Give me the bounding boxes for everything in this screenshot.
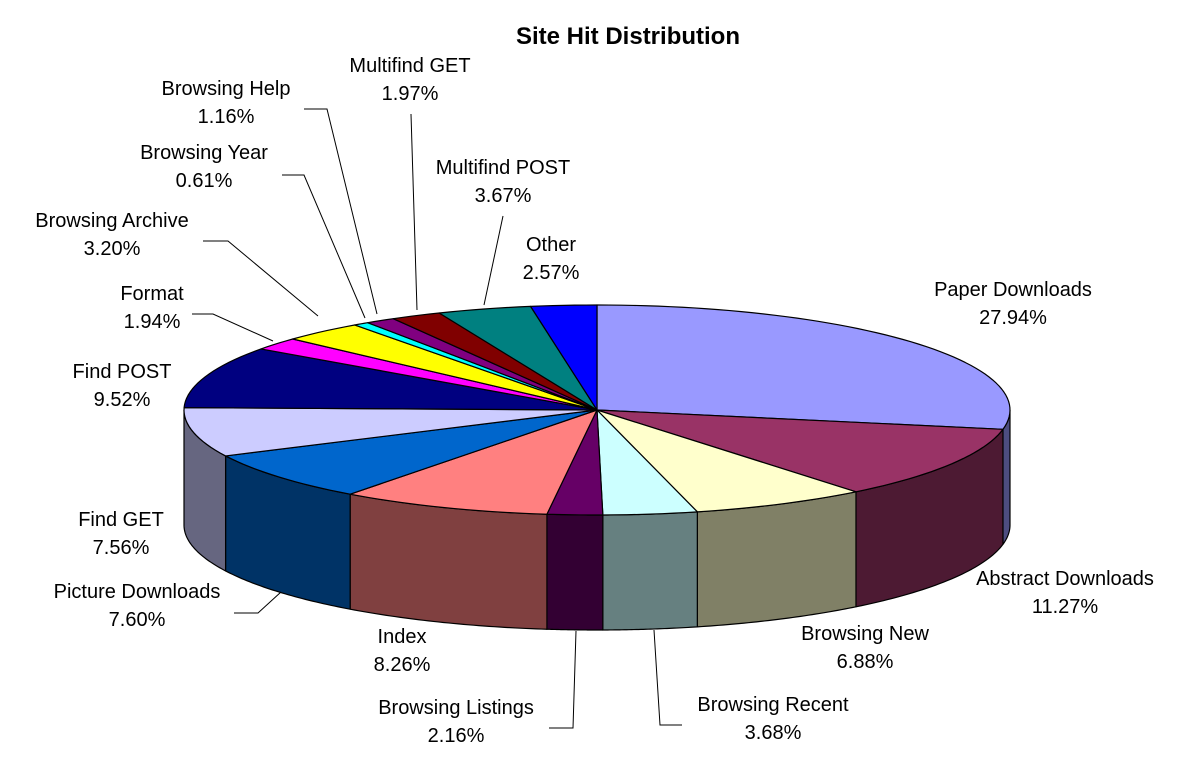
slice-label-browsing-year: Browsing Year 0.61% — [140, 142, 268, 192]
leader-browsing-archive — [203, 240, 319, 317]
leader-browsing-year — [282, 174, 366, 319]
slice-side-paper-downloads — [1002, 409, 1011, 545]
slice-find-get — [183, 407, 598, 457]
leader-format — [192, 313, 274, 342]
slice-picture-downloads — [224, 409, 598, 495]
slice-label-picture-downloads: Picture Downloads 7.60% — [54, 581, 221, 631]
slice-side-browsing-listings — [546, 513, 604, 631]
slice-label-browsing-listings: Browsing Listings 2.16% — [378, 697, 534, 747]
leader-browsing-listings — [549, 630, 577, 729]
pie-sides — [183, 409, 1011, 631]
leader-multifind-post — [483, 215, 504, 306]
slice-label-find-get: Find GET 7.56% — [78, 509, 164, 559]
slice-find-post — [183, 348, 598, 411]
slice-label-paper-downloads: Paper Downloads 27.94% — [934, 279, 1092, 329]
leader-browsing-help — [304, 108, 378, 315]
slice-paper-downloads — [596, 304, 1011, 430]
label-leaders — [192, 108, 682, 729]
slice-label-browsing-recent: Browsing Recent 3.68% — [697, 694, 849, 744]
slice-label-format: Format 1.94% — [120, 283, 184, 333]
slice-labels: Paper Downloads 27.94% Abstract Downloads 1… — [35, 55, 1154, 747]
slice-label-multifind-get: Multifind GET 1.97% — [349, 55, 470, 105]
slice-multifind-get — [392, 312, 598, 411]
slice-label-browsing-help: Browsing Help 1.16% — [162, 78, 291, 128]
slice-label-browsing-new: Browsing New 6.88% — [801, 623, 929, 673]
chart-title: Site Hit Distribution — [516, 23, 740, 50]
slice-multifind-post — [438, 305, 598, 411]
slice-label-multifind-post: Multifind POST 3.67% — [436, 157, 570, 207]
slice-side-index — [349, 493, 548, 630]
slice-side-browsing-recent — [602, 511, 698, 631]
slice-label-other: Other 2.57% — [523, 234, 580, 284]
leader-multifind-get — [410, 113, 418, 311]
pie-tops — [183, 304, 1011, 516]
slice-label-browsing-archive: Browsing Archive 3.20% — [35, 210, 188, 260]
slice-abstract-downloads — [596, 409, 1004, 493]
slice-index — [349, 409, 598, 515]
slice-browsing-recent — [596, 409, 698, 516]
slice-browsing-archive — [292, 324, 598, 411]
slice-label-abstract-downloads: Abstract Downloads 11.27% — [976, 568, 1154, 618]
slice-browsing-listings — [546, 409, 604, 516]
slice-other — [529, 304, 598, 411]
leader-picture-downloads — [234, 591, 282, 614]
slice-browsing-new — [596, 409, 857, 513]
slice-label-index: Index 8.26% — [374, 626, 431, 676]
leader-browsing-recent — [653, 629, 682, 726]
slice-label-find-post: Find POST 9.52% — [73, 361, 172, 411]
slice-side-browsing-new — [696, 491, 857, 628]
slice-format — [260, 338, 598, 411]
